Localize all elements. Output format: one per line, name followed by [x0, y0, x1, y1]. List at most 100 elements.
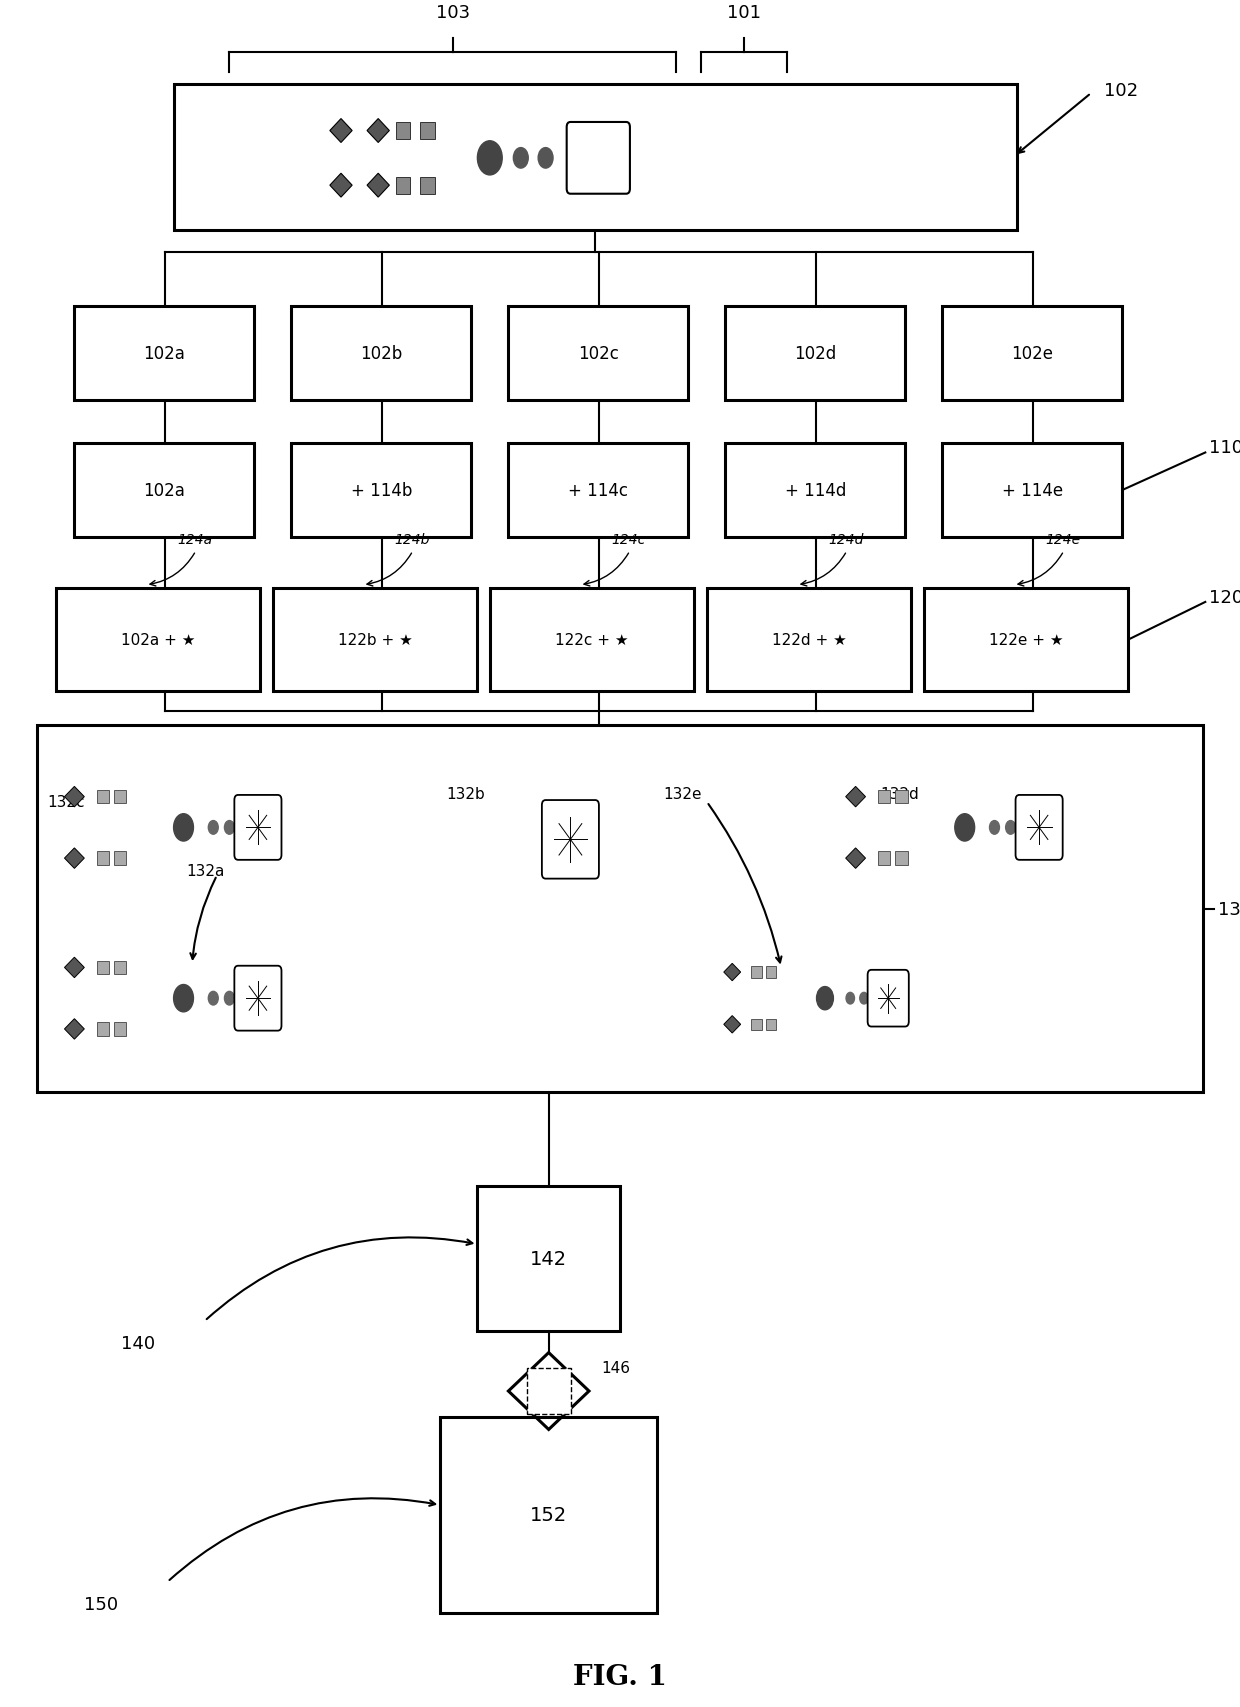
Bar: [766, 966, 776, 978]
Polygon shape: [64, 1019, 84, 1040]
Polygon shape: [846, 848, 866, 869]
Bar: [273, 589, 477, 691]
Text: 101: 101: [727, 3, 761, 22]
Bar: [508, 444, 688, 538]
Bar: [420, 178, 435, 195]
Polygon shape: [64, 958, 84, 978]
Text: 142: 142: [531, 1250, 567, 1268]
FancyBboxPatch shape: [1016, 795, 1063, 860]
Text: 122d + ★: 122d + ★: [771, 633, 847, 647]
Text: 150: 150: [83, 1594, 118, 1613]
Text: 122e + ★: 122e + ★: [988, 633, 1064, 647]
Bar: [74, 444, 254, 538]
Bar: [725, 307, 905, 401]
Polygon shape: [330, 119, 352, 143]
Text: + 114e: + 114e: [1002, 481, 1063, 500]
Bar: [751, 1019, 761, 1031]
Circle shape: [955, 814, 975, 842]
Bar: [527, 1369, 570, 1413]
Polygon shape: [724, 1016, 740, 1033]
Bar: [725, 444, 905, 538]
Text: 102a: 102a: [144, 481, 185, 500]
Bar: [97, 1022, 109, 1036]
Circle shape: [224, 992, 234, 1005]
Bar: [396, 178, 410, 195]
Bar: [477, 1186, 620, 1331]
Circle shape: [208, 821, 218, 835]
Bar: [420, 123, 435, 140]
Bar: [291, 307, 471, 401]
Circle shape: [1006, 821, 1016, 835]
Bar: [490, 589, 694, 691]
Text: 124a: 124a: [177, 533, 212, 546]
Polygon shape: [846, 787, 866, 807]
Circle shape: [859, 993, 868, 1004]
FancyBboxPatch shape: [567, 123, 630, 195]
Text: 130: 130: [1218, 900, 1240, 918]
Bar: [766, 1019, 776, 1031]
Text: FIG. 1: FIG. 1: [573, 1663, 667, 1690]
Bar: [97, 961, 109, 975]
Text: 132b: 132b: [446, 787, 485, 801]
Text: 124c: 124c: [611, 533, 646, 546]
Bar: [895, 790, 908, 804]
Text: 102a: 102a: [144, 345, 185, 364]
Text: + 114b: + 114b: [351, 481, 412, 500]
Bar: [707, 589, 911, 691]
Text: 132e: 132e: [663, 787, 702, 801]
Text: 102c: 102c: [578, 345, 619, 364]
FancyBboxPatch shape: [868, 970, 909, 1028]
Bar: [508, 307, 688, 401]
Text: 122b + ★: 122b + ★: [337, 633, 413, 647]
Bar: [751, 966, 761, 978]
Text: 102b: 102b: [360, 345, 403, 364]
Circle shape: [174, 814, 193, 842]
Bar: [114, 961, 126, 975]
Text: 122c + ★: 122c + ★: [556, 633, 629, 647]
Bar: [440, 1417, 657, 1613]
Circle shape: [816, 987, 833, 1011]
Text: 124d: 124d: [828, 533, 864, 546]
Text: 132a: 132a: [186, 864, 224, 877]
Circle shape: [174, 985, 193, 1012]
Text: 120: 120: [1209, 589, 1240, 606]
Polygon shape: [330, 174, 352, 198]
Circle shape: [224, 821, 234, 835]
Polygon shape: [367, 174, 389, 198]
Text: + 114c: + 114c: [568, 481, 629, 500]
Bar: [97, 790, 109, 804]
Bar: [114, 852, 126, 865]
Text: 152: 152: [529, 1506, 568, 1524]
Bar: [942, 444, 1122, 538]
Text: 124e: 124e: [1045, 533, 1080, 546]
Polygon shape: [367, 119, 389, 143]
Circle shape: [846, 993, 854, 1004]
Text: 140: 140: [120, 1335, 155, 1352]
Circle shape: [477, 142, 502, 176]
Bar: [97, 852, 109, 865]
Circle shape: [208, 992, 218, 1005]
Polygon shape: [64, 787, 84, 807]
FancyBboxPatch shape: [234, 795, 281, 860]
Bar: [37, 725, 1203, 1092]
Bar: [895, 852, 908, 865]
Bar: [878, 790, 890, 804]
Bar: [74, 307, 254, 401]
Text: 103: 103: [435, 3, 470, 22]
FancyBboxPatch shape: [542, 801, 599, 879]
Text: 102a + ★: 102a + ★: [122, 633, 195, 647]
Bar: [291, 444, 471, 538]
Text: 102: 102: [1104, 82, 1138, 99]
Text: 146: 146: [601, 1360, 630, 1376]
Circle shape: [990, 821, 999, 835]
Text: + 114d: + 114d: [785, 481, 846, 500]
Text: 110: 110: [1209, 439, 1240, 457]
Bar: [114, 1022, 126, 1036]
Text: 102e: 102e: [1012, 345, 1053, 364]
Bar: [56, 589, 260, 691]
Bar: [942, 307, 1122, 401]
Text: 124b: 124b: [394, 533, 430, 546]
Polygon shape: [64, 848, 84, 869]
Circle shape: [538, 149, 553, 169]
Text: 132d: 132d: [880, 787, 919, 801]
